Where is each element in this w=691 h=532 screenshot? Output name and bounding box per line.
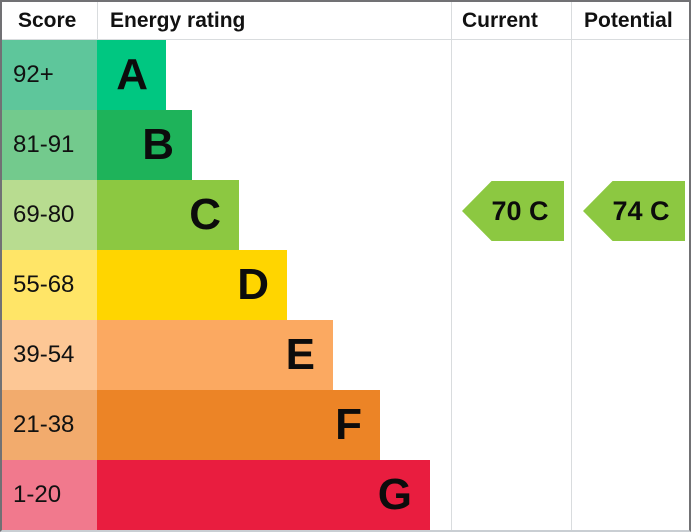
header-divider-line <box>2 39 689 40</box>
potential-column-divider <box>571 2 572 530</box>
band-row-e: 39-54 E <box>2 320 451 390</box>
potential-rating-arrow: 74 C <box>583 181 685 241</box>
current-column-divider <box>451 2 452 530</box>
score-range-e: 39-54 <box>2 320 97 390</box>
rating-bands: 92+ A 81-91 B 69-80 C 55-68 D 39-54 E 21… <box>2 40 451 530</box>
band-row-c: 69-80 C <box>2 180 451 250</box>
band-row-d: 55-68 D <box>2 250 451 320</box>
band-bar-a: A <box>97 40 166 110</box>
band-bar-c: C <box>97 180 239 250</box>
score-column-header: Score <box>18 8 77 32</box>
band-bar-f: F <box>97 390 380 460</box>
potential-column-header: Potential <box>584 8 673 32</box>
score-range-g: 1-20 <box>2 460 97 530</box>
band-row-f: 21-38 F <box>2 390 451 460</box>
score-range-c: 69-80 <box>2 180 97 250</box>
score-range-a: 92+ <box>2 40 97 110</box>
current-rating-arrow: 70 C <box>462 181 564 241</box>
band-row-a: 92+ A <box>2 40 451 110</box>
energy-rating-column-header: Energy rating <box>110 8 246 32</box>
band-row-g: 1-20 G <box>2 460 451 530</box>
score-range-b: 81-91 <box>2 110 97 180</box>
band-bar-e: E <box>97 320 333 390</box>
band-bar-d: D <box>97 250 287 320</box>
band-bar-g: G <box>97 460 430 530</box>
score-column-divider <box>97 2 98 39</box>
score-range-d: 55-68 <box>2 250 97 320</box>
score-range-f: 21-38 <box>2 390 97 460</box>
band-bar-b: B <box>97 110 192 180</box>
band-row-b: 81-91 B <box>2 110 451 180</box>
current-column-header: Current <box>462 8 538 32</box>
